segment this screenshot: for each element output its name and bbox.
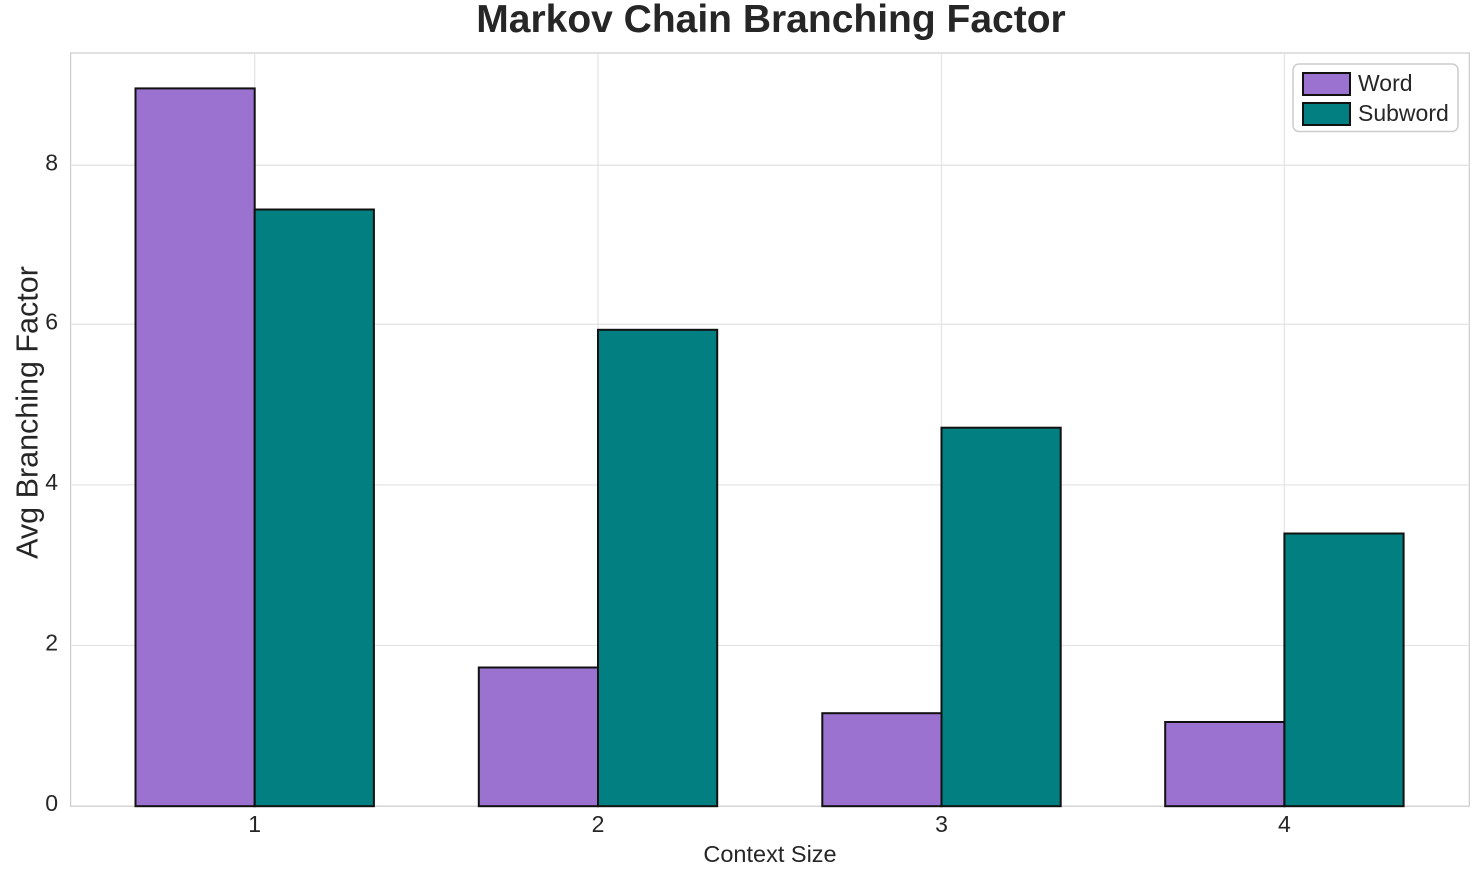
svg-text:1: 1 (248, 811, 261, 837)
svg-text:3: 3 (935, 811, 948, 837)
svg-text:0: 0 (45, 790, 58, 816)
svg-text:8: 8 (45, 149, 58, 175)
svg-text:Subword: Subword (1358, 100, 1449, 126)
svg-text:Word: Word (1358, 70, 1413, 96)
svg-text:2: 2 (592, 811, 605, 837)
svg-text:6: 6 (45, 308, 58, 334)
svg-text:2: 2 (45, 630, 58, 656)
svg-text:4: 4 (45, 469, 58, 495)
svg-text:4: 4 (1278, 811, 1291, 837)
